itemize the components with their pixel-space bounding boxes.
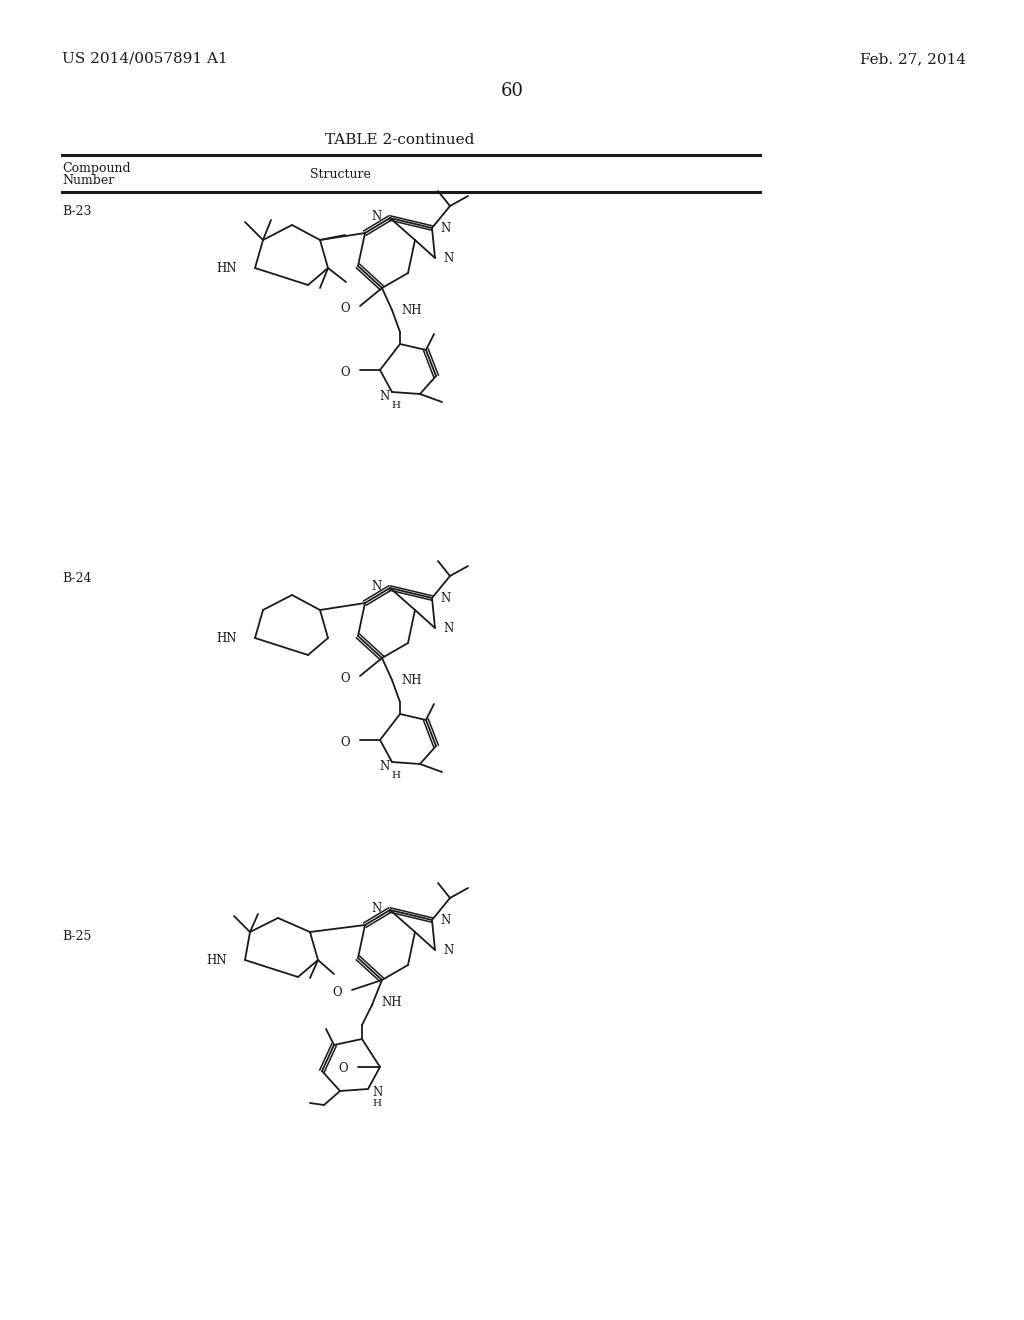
Text: NH: NH (382, 997, 402, 1010)
Text: O: O (340, 302, 350, 315)
Text: N: N (440, 913, 451, 927)
Text: Number: Number (62, 174, 115, 187)
Text: H: H (391, 771, 400, 780)
Text: O: O (340, 735, 350, 748)
Text: N: N (440, 222, 451, 235)
Text: N: N (443, 252, 454, 264)
Text: B-24: B-24 (62, 572, 91, 585)
Text: Structure: Structure (310, 168, 371, 181)
Text: HN: HN (216, 261, 237, 275)
Text: B-23: B-23 (62, 205, 91, 218)
Text: H: H (372, 1098, 381, 1107)
Text: HN: HN (216, 631, 237, 644)
Text: O: O (340, 672, 350, 685)
Text: N: N (380, 760, 390, 774)
Text: O: O (340, 366, 350, 379)
Text: N: N (372, 210, 382, 223)
Text: O: O (333, 986, 342, 998)
Text: N: N (372, 903, 382, 916)
Text: US 2014/0057891 A1: US 2014/0057891 A1 (62, 51, 227, 66)
Text: Compound: Compound (62, 162, 131, 176)
Text: N: N (443, 622, 454, 635)
Text: N: N (372, 1085, 382, 1098)
Text: H: H (391, 401, 400, 411)
Text: N: N (440, 591, 451, 605)
Text: N: N (380, 391, 390, 404)
Text: TABLE 2-continued: TABLE 2-continued (326, 133, 475, 147)
Text: Feb. 27, 2014: Feb. 27, 2014 (860, 51, 966, 66)
Text: N: N (443, 944, 454, 957)
Text: B-25: B-25 (62, 931, 91, 942)
Text: NH: NH (401, 673, 422, 686)
Text: O: O (338, 1063, 348, 1076)
Text: 60: 60 (501, 82, 523, 100)
Text: N: N (372, 581, 382, 594)
Text: NH: NH (401, 304, 422, 317)
Text: HN: HN (207, 953, 227, 966)
